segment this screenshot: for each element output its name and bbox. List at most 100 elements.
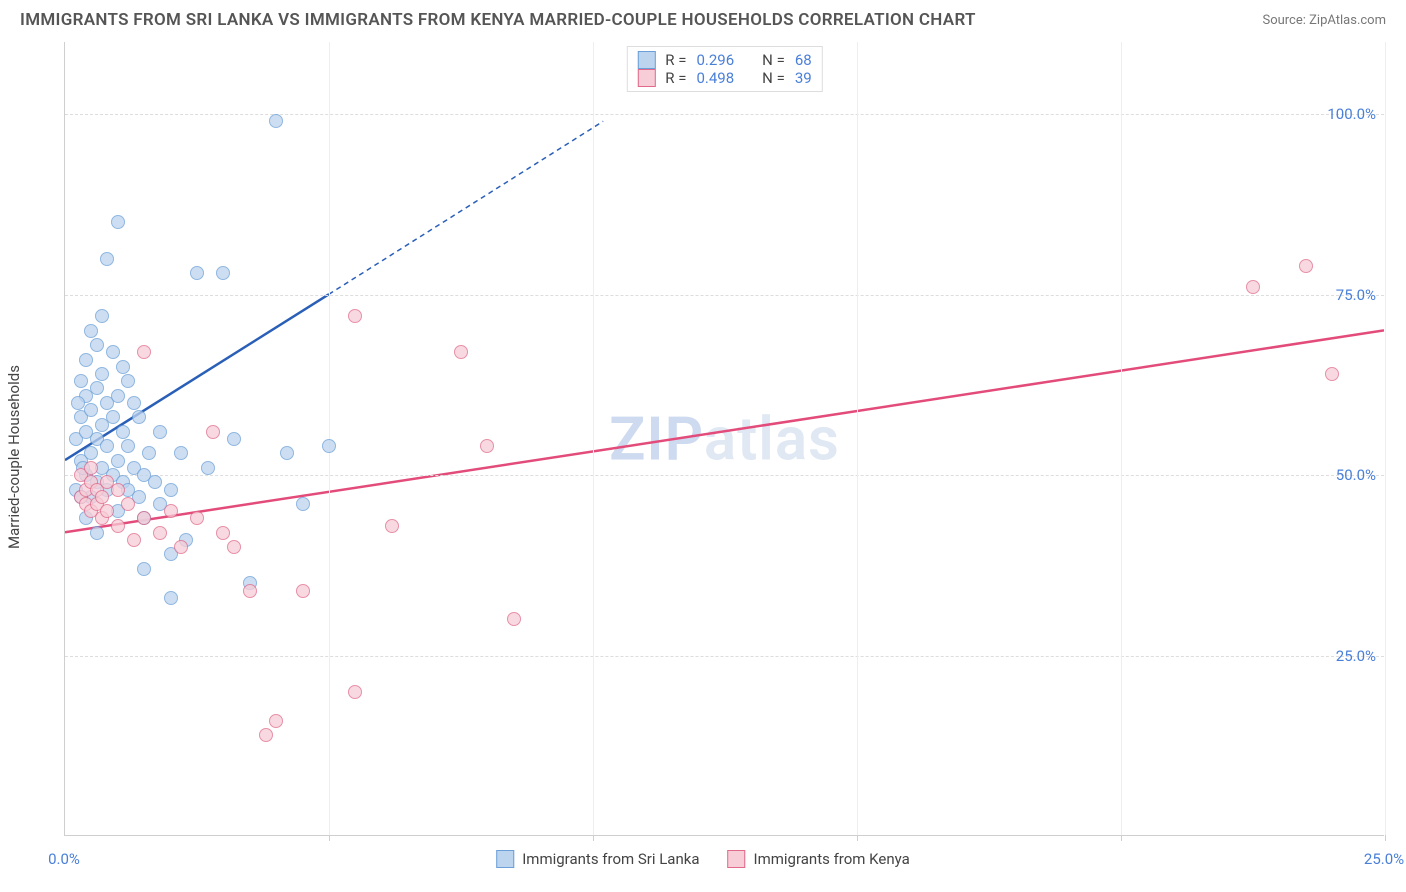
chart-container: IMMIGRANTS FROM SRI LANKA VS IMMIGRANTS …	[0, 0, 1406, 892]
data-point	[269, 114, 283, 128]
trend-lines	[65, 42, 1384, 835]
swatch-srilanka	[496, 850, 514, 868]
gridline-x	[857, 42, 858, 835]
data-point	[142, 446, 156, 460]
legend-row-kenya: R = 0.498 N = 39	[637, 69, 811, 87]
data-point	[216, 526, 230, 540]
y-tick-label: 50.0%	[1336, 466, 1376, 484]
legend-label-kenya: Immigrants from Kenya	[754, 850, 910, 868]
correlation-legend: R = 0.296 N = 68 R = 0.498 N = 39	[626, 46, 822, 92]
data-point	[227, 432, 241, 446]
swatch-kenya	[728, 850, 746, 868]
data-point	[190, 266, 204, 280]
data-point	[111, 519, 125, 533]
plot-area: ZIPatlas R = 0.296 N = 68 R = 0.498	[64, 42, 1384, 836]
data-point	[90, 338, 104, 352]
data-point	[153, 425, 167, 439]
data-point	[280, 446, 294, 460]
data-point	[269, 714, 283, 728]
data-point	[164, 504, 178, 518]
data-point	[454, 345, 468, 359]
gridline-y	[65, 114, 1384, 115]
data-point	[111, 215, 125, 229]
r-label: R =	[665, 69, 686, 87]
data-point	[227, 540, 241, 554]
data-point	[116, 425, 130, 439]
data-point	[100, 252, 114, 266]
x-tick-mark	[1385, 835, 1386, 841]
y-tick-label: 25.0%	[1336, 647, 1376, 665]
legend-label-srilanka: Immigrants from Sri Lanka	[522, 850, 699, 868]
data-point	[71, 396, 85, 410]
trendline-extrapolated	[329, 121, 603, 294]
data-point	[174, 446, 188, 460]
data-point	[480, 439, 494, 453]
data-point	[90, 381, 104, 395]
watermark-atlas: atlas	[704, 403, 840, 474]
n-value-kenya: 39	[795, 69, 812, 87]
data-point	[90, 526, 104, 540]
data-point	[137, 511, 151, 525]
gridline-x	[1121, 42, 1122, 835]
swatch-srilanka	[637, 51, 655, 69]
gridline-y	[65, 656, 1384, 657]
data-point	[348, 685, 362, 699]
data-point	[385, 519, 399, 533]
data-point	[507, 612, 521, 626]
data-point	[84, 461, 98, 475]
data-point	[79, 353, 93, 367]
data-point	[100, 504, 114, 518]
data-point	[259, 728, 273, 742]
data-point	[127, 533, 141, 547]
data-point	[1299, 259, 1313, 273]
n-label: N =	[762, 51, 785, 69]
y-axis-label: Married-couple Households	[5, 365, 23, 549]
data-point	[1325, 367, 1339, 381]
chart-wrap: Married-couple Households ZIPatlas R = 0…	[22, 42, 1384, 872]
data-point	[348, 309, 362, 323]
data-point	[100, 439, 114, 453]
data-point	[137, 345, 151, 359]
header: IMMIGRANTS FROM SRI LANKA VS IMMIGRANTS …	[0, 0, 1406, 36]
data-point	[121, 439, 135, 453]
gridline-x	[1385, 42, 1386, 835]
n-label: N =	[762, 69, 785, 87]
data-point	[137, 562, 151, 576]
x-tick-mark	[329, 835, 330, 841]
data-point	[106, 345, 120, 359]
n-value-srilanka: 68	[795, 51, 812, 69]
r-value-kenya: 0.498	[696, 69, 734, 87]
x-tick-mark	[857, 835, 858, 841]
data-point	[164, 483, 178, 497]
data-point	[174, 540, 188, 554]
data-point	[84, 324, 98, 338]
data-point	[322, 439, 336, 453]
data-point	[216, 266, 230, 280]
data-point	[116, 360, 130, 374]
data-point	[206, 425, 220, 439]
x-tick-25: 25.0%	[1364, 850, 1404, 868]
x-tick-0: 0.0%	[48, 850, 80, 868]
data-point	[95, 367, 109, 381]
data-point	[148, 475, 162, 489]
y-tick-label: 100.0%	[1327, 105, 1376, 123]
data-point	[95, 309, 109, 323]
data-point	[164, 591, 178, 605]
data-point	[95, 490, 109, 504]
data-point	[74, 374, 88, 388]
data-point	[84, 403, 98, 417]
trendline	[65, 330, 1384, 532]
source-attribution: Source: ZipAtlas.com	[1262, 13, 1386, 28]
data-point	[111, 483, 125, 497]
data-point	[106, 410, 120, 424]
legend-item-srilanka: Immigrants from Sri Lanka	[496, 850, 699, 868]
watermark: ZIPatlas	[609, 403, 840, 474]
data-point	[121, 497, 135, 511]
watermark-zip: ZIP	[609, 403, 704, 474]
legend-item-kenya: Immigrants from Kenya	[728, 850, 910, 868]
data-point	[1246, 280, 1260, 294]
data-point	[111, 454, 125, 468]
gridline-x	[593, 42, 594, 835]
r-label: R =	[665, 51, 686, 69]
data-point	[190, 511, 204, 525]
